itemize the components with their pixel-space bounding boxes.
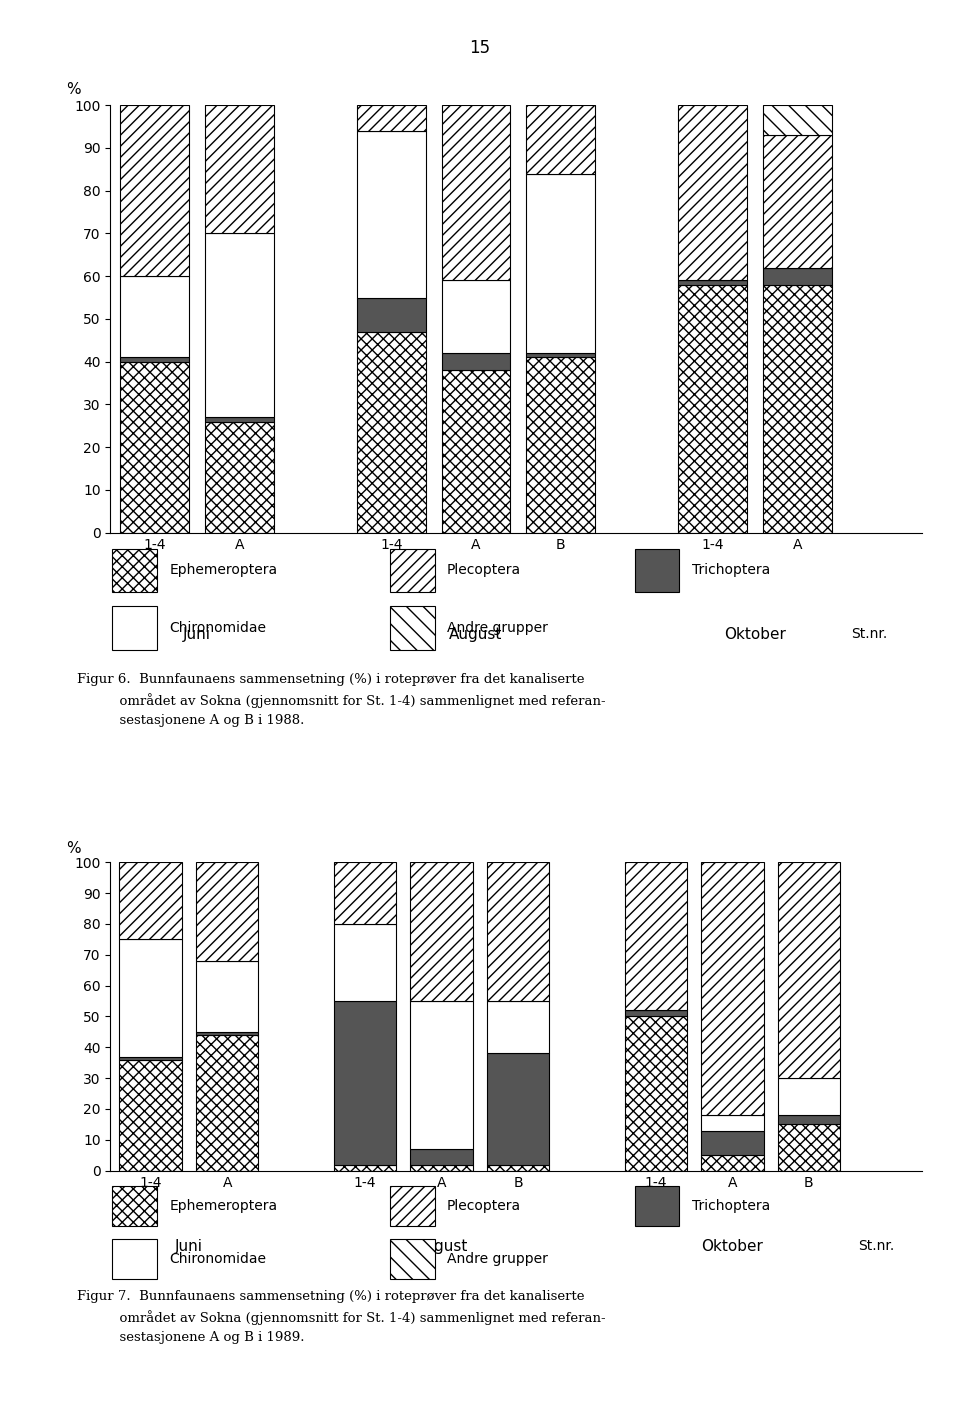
- Bar: [778, 1115, 840, 1124]
- Bar: [635, 548, 680, 592]
- Bar: [120, 358, 189, 362]
- Bar: [778, 1124, 840, 1171]
- Bar: [112, 1186, 157, 1225]
- Bar: [410, 1165, 472, 1171]
- Text: St.nr.: St.nr.: [858, 1238, 895, 1252]
- Text: Plecoptera: Plecoptera: [446, 564, 521, 578]
- Bar: [334, 924, 396, 1001]
- Bar: [120, 362, 189, 533]
- Bar: [778, 862, 840, 1078]
- Bar: [487, 1053, 549, 1165]
- Text: Trichoptera: Trichoptera: [691, 1199, 770, 1213]
- Bar: [410, 1001, 472, 1150]
- Bar: [112, 1239, 157, 1279]
- Text: Ephemeroptera: Ephemeroptera: [169, 1199, 277, 1213]
- Bar: [357, 130, 426, 297]
- Bar: [410, 1150, 472, 1165]
- Bar: [120, 276, 189, 358]
- Bar: [678, 285, 747, 533]
- Text: Chironomidae: Chironomidae: [169, 1252, 267, 1266]
- Text: St.nr.: St.nr.: [852, 627, 888, 641]
- Text: August: August: [449, 627, 503, 642]
- Bar: [390, 548, 435, 592]
- Bar: [119, 939, 181, 1057]
- Text: Ephemeroptera: Ephemeroptera: [169, 564, 277, 578]
- Bar: [526, 353, 595, 358]
- Bar: [112, 548, 157, 592]
- Bar: [487, 1001, 549, 1053]
- Bar: [112, 606, 157, 649]
- Text: Oktober: Oktober: [702, 1238, 763, 1253]
- Bar: [357, 105, 426, 130]
- Bar: [701, 1155, 763, 1171]
- Bar: [357, 297, 426, 332]
- Bar: [390, 1239, 435, 1279]
- Bar: [701, 1130, 763, 1155]
- Text: Juni: Juni: [183, 627, 211, 642]
- Text: Oktober: Oktober: [724, 627, 786, 642]
- Bar: [678, 105, 747, 280]
- Y-axis label: %: %: [66, 841, 82, 857]
- Text: 15: 15: [469, 39, 491, 57]
- Bar: [487, 1165, 549, 1171]
- Bar: [625, 862, 687, 1011]
- Text: Chironomidae: Chironomidae: [169, 621, 267, 635]
- Text: Plecoptera: Plecoptera: [446, 1199, 521, 1213]
- Bar: [635, 1186, 680, 1225]
- Bar: [442, 280, 511, 353]
- Bar: [762, 105, 831, 135]
- Bar: [778, 1078, 840, 1115]
- Bar: [357, 332, 426, 533]
- Text: Figur 7.  Bunnfaunaens sammensetning (%) i roteprøver fra det kanaliserte
      : Figur 7. Bunnfaunaens sammensetning (%) …: [77, 1290, 606, 1345]
- Bar: [334, 1001, 396, 1165]
- Bar: [701, 1115, 763, 1130]
- Bar: [334, 1165, 396, 1171]
- Bar: [762, 268, 831, 285]
- Bar: [762, 285, 831, 533]
- Bar: [442, 105, 511, 280]
- Bar: [196, 1035, 258, 1171]
- Bar: [119, 1057, 181, 1060]
- Bar: [762, 135, 831, 268]
- Bar: [196, 1032, 258, 1035]
- Text: Andre grupper: Andre grupper: [446, 1252, 548, 1266]
- Bar: [196, 960, 258, 1032]
- Bar: [526, 174, 595, 353]
- Bar: [526, 105, 595, 174]
- Bar: [204, 105, 274, 233]
- Text: Figur 6.  Bunnfaunaens sammensetning (%) i roteprøver fra det kanaliserte
      : Figur 6. Bunnfaunaens sammensetning (%) …: [77, 673, 606, 728]
- Bar: [487, 862, 549, 1001]
- Bar: [390, 1186, 435, 1225]
- Bar: [204, 418, 274, 422]
- Bar: [204, 233, 274, 418]
- Y-axis label: %: %: [66, 81, 82, 97]
- Bar: [390, 606, 435, 649]
- Text: August: August: [415, 1238, 468, 1253]
- Bar: [334, 862, 396, 924]
- Bar: [625, 1016, 687, 1171]
- Bar: [701, 862, 763, 1115]
- Text: Trichoptera: Trichoptera: [691, 564, 770, 578]
- Bar: [442, 370, 511, 533]
- Bar: [119, 1060, 181, 1171]
- Text: Andre grupper: Andre grupper: [446, 621, 548, 635]
- Text: Juni: Juni: [175, 1238, 203, 1253]
- Bar: [410, 862, 472, 1001]
- Bar: [625, 1011, 687, 1016]
- Bar: [196, 862, 258, 960]
- Bar: [526, 358, 595, 533]
- Bar: [204, 422, 274, 533]
- Bar: [120, 105, 189, 276]
- Bar: [119, 862, 181, 939]
- Bar: [678, 280, 747, 285]
- Bar: [442, 353, 511, 370]
